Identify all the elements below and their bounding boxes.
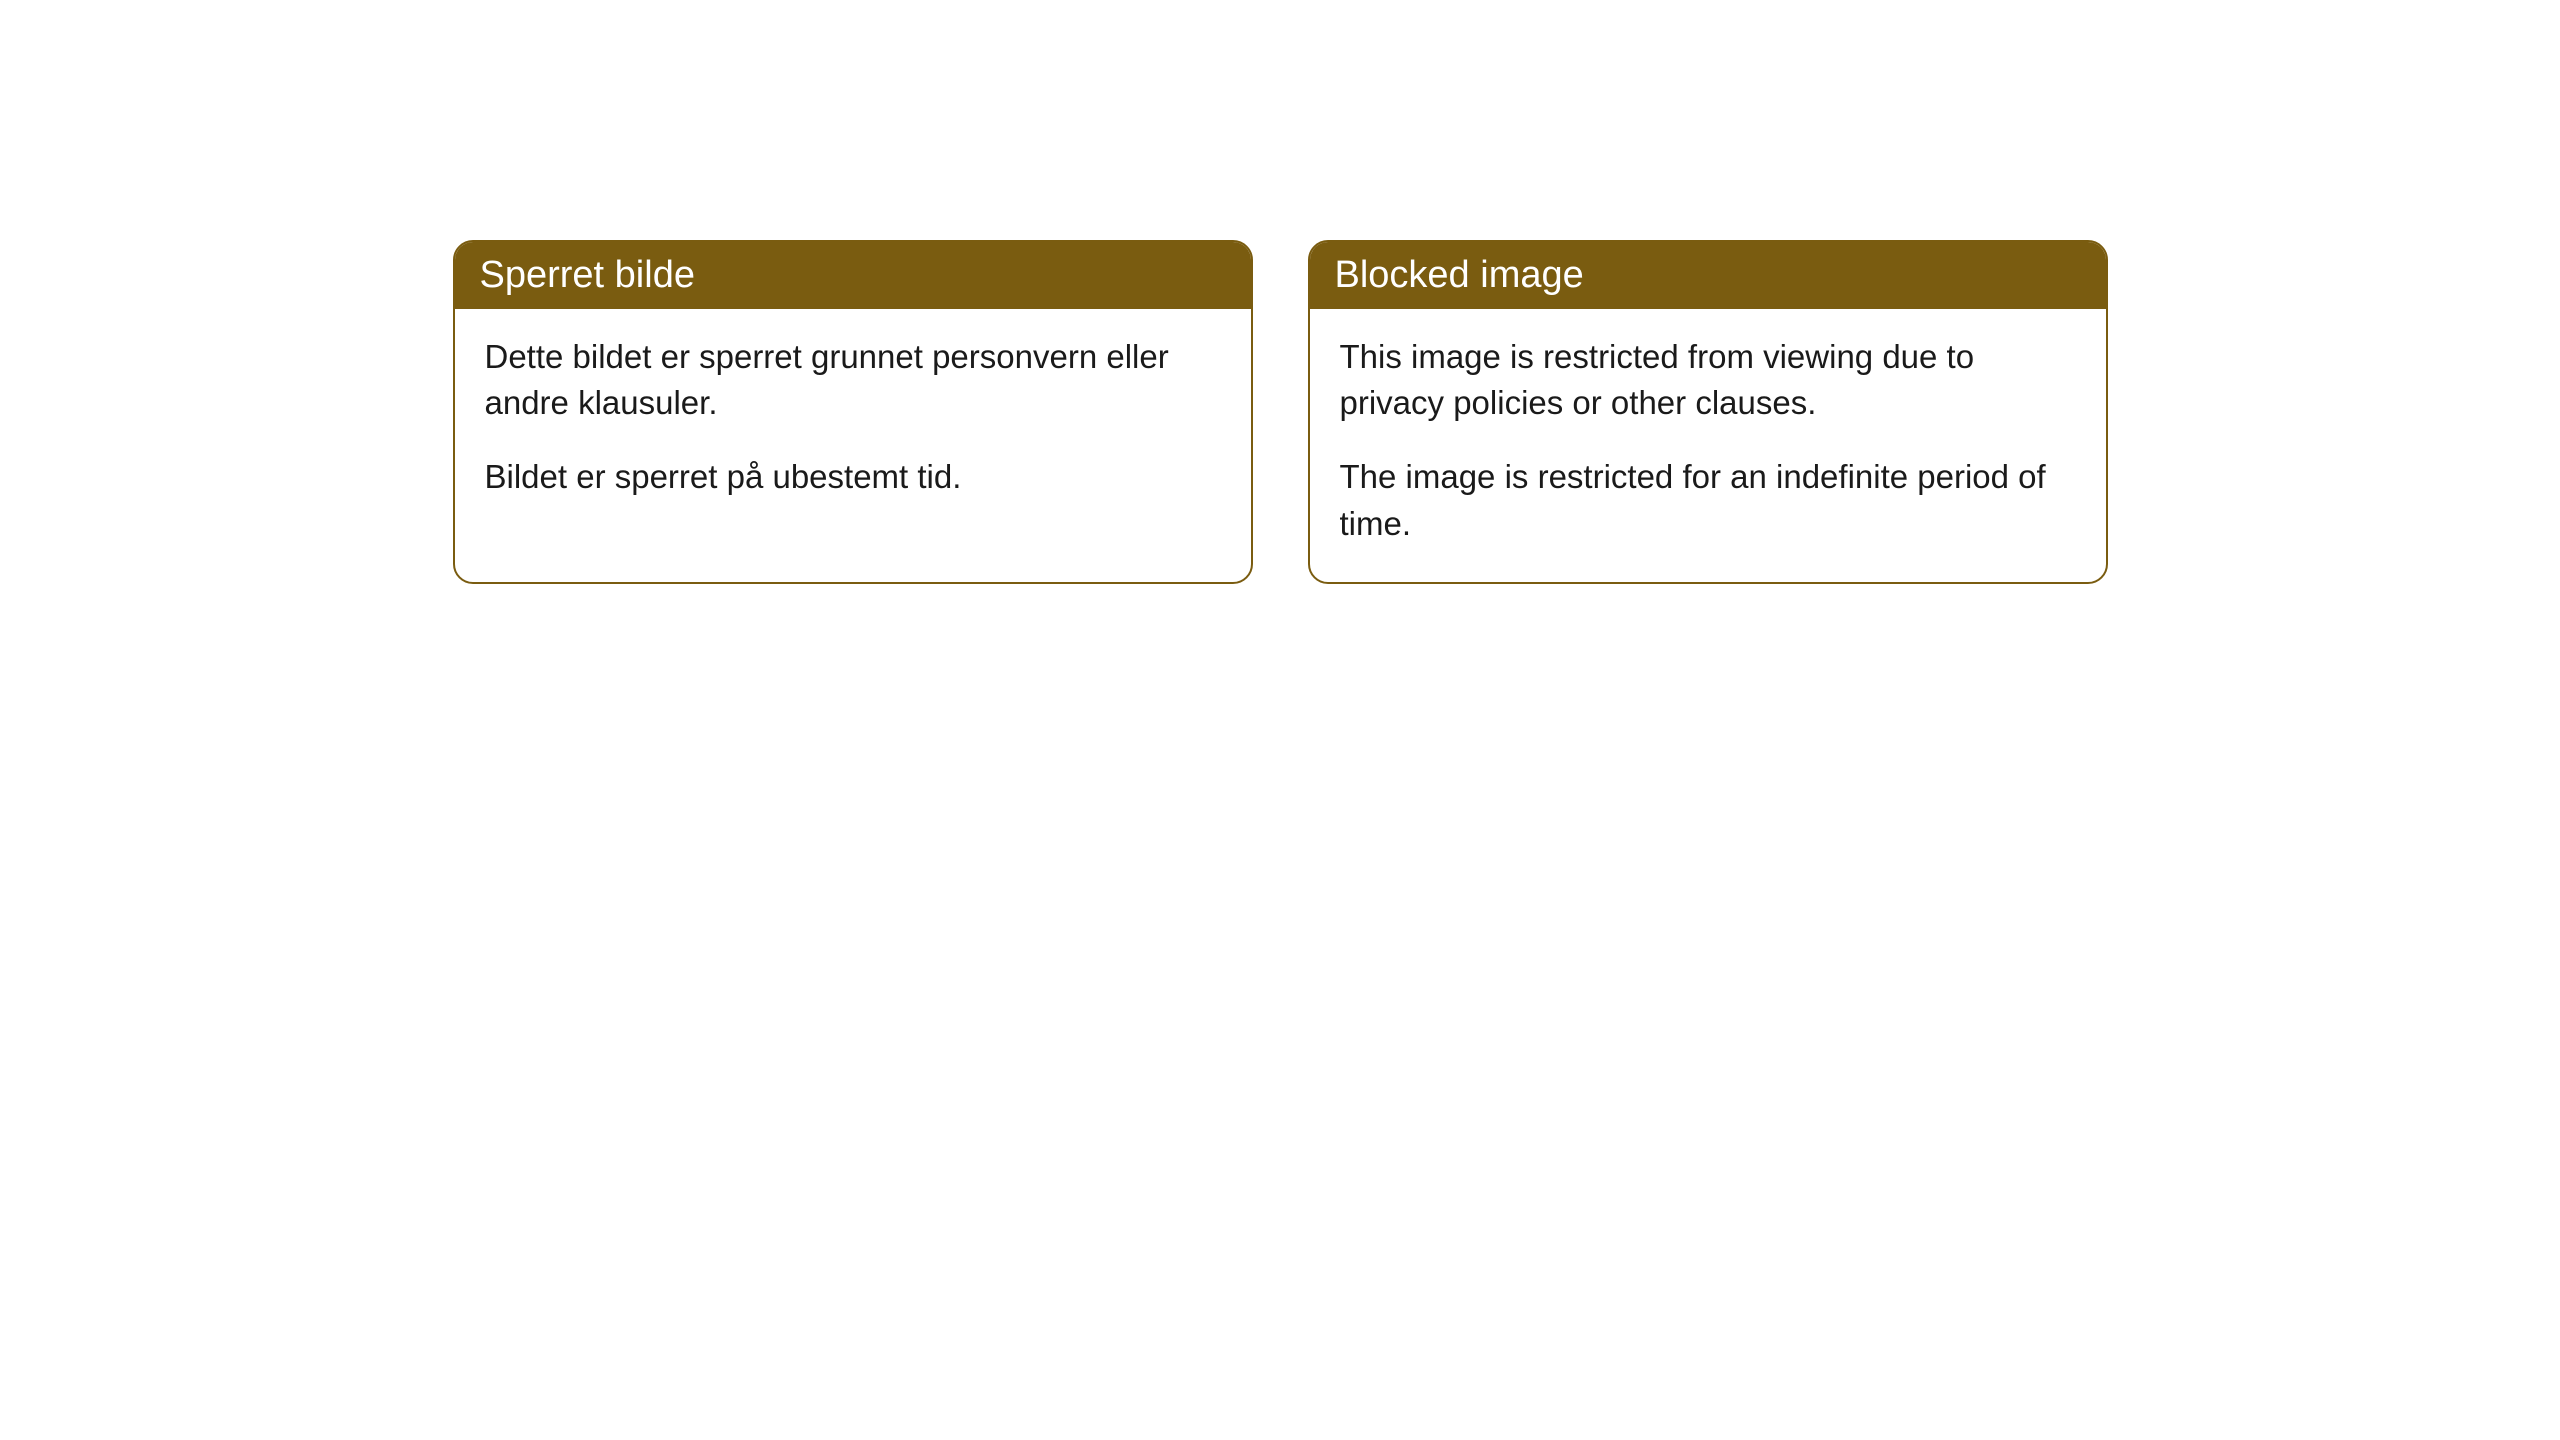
card-norwegian: Sperret bilde Dette bildet er sperret gr… xyxy=(453,240,1253,584)
card-body-norwegian: Dette bildet er sperret grunnet personve… xyxy=(455,309,1251,536)
card-header-english: Blocked image xyxy=(1310,242,2106,309)
card-body-english: This image is restricted from viewing du… xyxy=(1310,309,2106,582)
card-paragraph-2: The image is restricted for an indefinit… xyxy=(1340,454,2076,546)
card-paragraph-1: This image is restricted from viewing du… xyxy=(1340,334,2076,426)
card-english: Blocked image This image is restricted f… xyxy=(1308,240,2108,584)
card-paragraph-1: Dette bildet er sperret grunnet personve… xyxy=(485,334,1221,426)
cards-container: Sperret bilde Dette bildet er sperret gr… xyxy=(0,240,2560,584)
card-paragraph-2: Bildet er sperret på ubestemt tid. xyxy=(485,454,1221,500)
card-header-norwegian: Sperret bilde xyxy=(455,242,1251,309)
